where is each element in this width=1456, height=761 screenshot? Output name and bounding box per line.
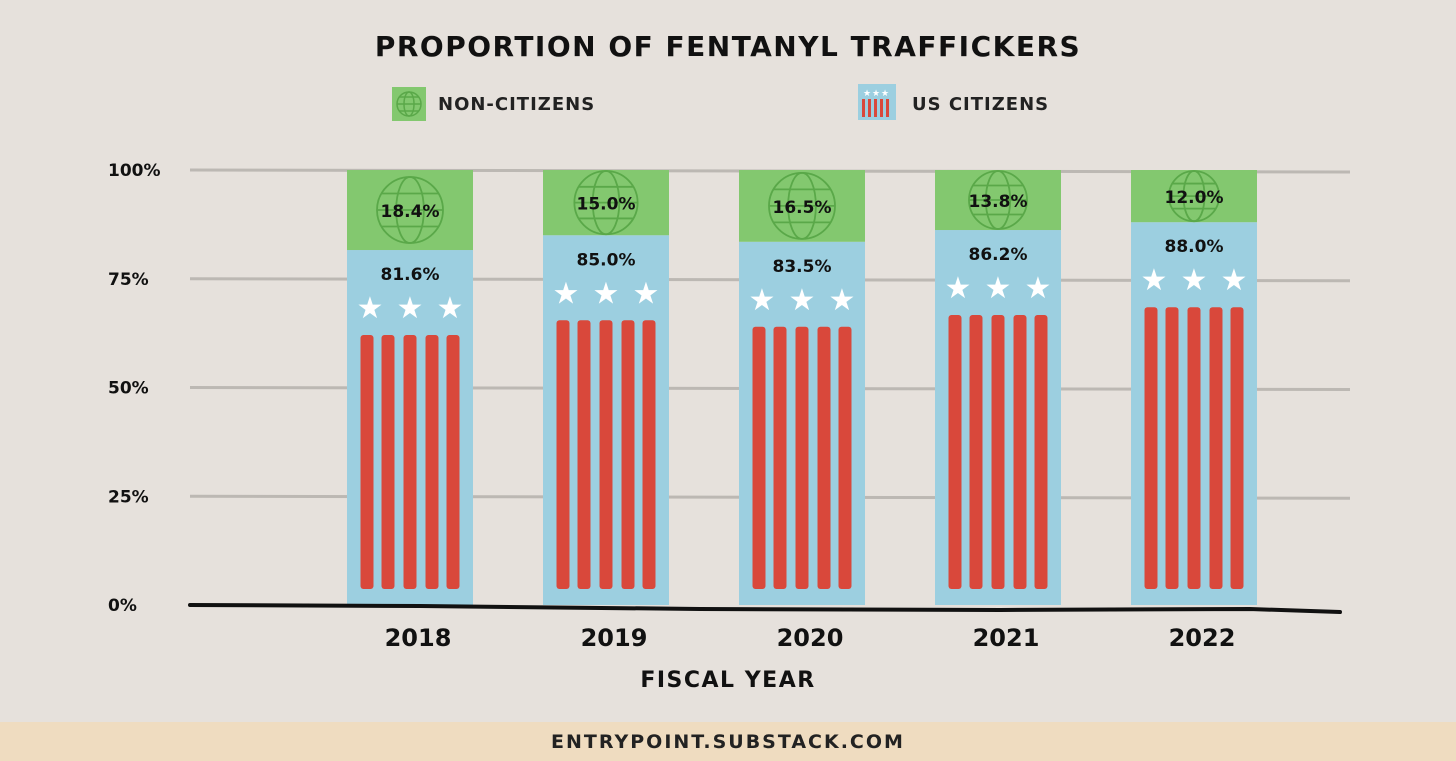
bar-group-2020: 16.5% 83.5% ★ ★ ★ bbox=[739, 170, 865, 605]
svg-text:★: ★ bbox=[881, 89, 889, 99]
flag-stripe bbox=[752, 326, 766, 589]
star-icon: ★ bbox=[829, 283, 856, 318]
globe-icon bbox=[1168, 170, 1221, 223]
flag-stripe bbox=[381, 335, 395, 589]
flag-stripe bbox=[403, 335, 417, 589]
flag-stripe bbox=[621, 320, 635, 589]
source-credit: ENTRYPOINT.SUBSTACK.COM bbox=[551, 730, 905, 753]
star-icon: ★ bbox=[633, 276, 660, 311]
star-icon: ★ bbox=[1181, 263, 1208, 298]
flag-stripe bbox=[1144, 307, 1158, 589]
star-icon: ★ bbox=[789, 283, 816, 318]
star-icon: ★ bbox=[749, 283, 776, 318]
star-icon: ★ bbox=[397, 291, 424, 326]
flag-stripe bbox=[642, 320, 656, 589]
flag-stripe bbox=[577, 320, 591, 589]
flag-stripe bbox=[838, 326, 852, 589]
star-icon: ★ bbox=[357, 291, 384, 326]
flag-stripe bbox=[1034, 315, 1048, 589]
chart: PROPORTION OF FENTANYL TRAFFICKERS NON-C… bbox=[108, 30, 1351, 693]
data-label-non-citizens: 16.5% bbox=[773, 198, 832, 218]
bar-group-2019: 15.0% 85.0% ★ ★ ★ bbox=[543, 170, 669, 605]
legend-label-us-citizens: US CITIZENS bbox=[912, 94, 1049, 115]
legend: NON-CITIZENS ★ ★ ★ US CITIZENS bbox=[392, 84, 1049, 121]
svg-text:★: ★ bbox=[863, 89, 871, 99]
data-label-us-citizens: 85.0% bbox=[577, 250, 636, 270]
y-tick-label: 25% bbox=[108, 487, 149, 507]
flag-stripe bbox=[948, 315, 962, 589]
y-tick-label: 75% bbox=[108, 270, 149, 290]
chart-title: PROPORTION OF FENTANYL TRAFFICKERS bbox=[375, 30, 1081, 63]
x-tick-label: 2018 bbox=[385, 624, 452, 652]
x-tick-label: 2020 bbox=[777, 624, 844, 652]
flag-stripe bbox=[795, 326, 809, 589]
globe-icon bbox=[396, 91, 422, 117]
flag-stripe bbox=[1187, 307, 1201, 589]
flag-stripe bbox=[773, 326, 787, 589]
x-tick-label: 2019 bbox=[581, 624, 648, 652]
flag-stripe bbox=[1013, 315, 1027, 589]
x-axis-label: FISCAL YEAR bbox=[640, 668, 815, 693]
bars: 18.4%81.6%★ ★ ★15.0%85.0%★ ★ ★16.5%83.5%★ ★ ★1… bbox=[347, 170, 1257, 606]
star-icon: ★ bbox=[553, 276, 580, 311]
x-axis-ticks: 2018 2019 2020 2021 2022 bbox=[385, 624, 1236, 652]
bar-group-2018: 18.4% 81.6% ★ ★ ★ bbox=[347, 170, 473, 606]
flag-stripe bbox=[599, 320, 613, 589]
x-tick-label: 2021 bbox=[973, 624, 1040, 652]
data-label-non-citizens: 13.8% bbox=[969, 192, 1028, 212]
data-label-non-citizens: 15.0% bbox=[577, 195, 636, 215]
star-icon: ★ bbox=[945, 271, 972, 306]
flag-stripe bbox=[1165, 307, 1179, 589]
footer: ENTRYPOINT.SUBSTACK.COM bbox=[0, 722, 1456, 761]
y-tick-label: 100% bbox=[108, 161, 161, 181]
y-axis-ticks: 0% 25% 50% 75% 100% bbox=[108, 161, 161, 616]
data-label-us-citizens: 86.2% bbox=[969, 245, 1028, 265]
globe-icon bbox=[768, 171, 836, 240]
svg-text:★: ★ bbox=[872, 89, 880, 99]
bar-group-2021: 13.8% 86.2% ★ ★ ★ bbox=[935, 170, 1061, 605]
flag-stripe bbox=[1230, 307, 1244, 589]
data-label-us-citizens: 88.0% bbox=[1165, 237, 1224, 257]
legend-item-non-citizens: NON-CITIZENS bbox=[392, 87, 595, 121]
flag-stripe bbox=[556, 320, 570, 589]
flag-stripe bbox=[991, 315, 1005, 589]
star-icon: ★ bbox=[985, 271, 1012, 306]
flag-stripe bbox=[1209, 307, 1223, 589]
flag-stripe bbox=[360, 335, 374, 589]
x-tick-label: 2022 bbox=[1169, 624, 1236, 652]
data-label-non-citizens: 12.0% bbox=[1165, 188, 1224, 208]
legend-item-us-citizens: ★ ★ ★ US CITIZENS bbox=[858, 84, 1049, 120]
star-icon: ★ bbox=[1025, 271, 1052, 306]
star-icon: ★ bbox=[593, 276, 620, 311]
x-axis-line bbox=[188, 603, 1342, 614]
star-icon: ★ bbox=[1141, 263, 1168, 298]
flag-stripe bbox=[446, 335, 460, 589]
flag-stripe bbox=[817, 326, 831, 589]
flag-stripe bbox=[969, 315, 983, 589]
legend-label-non-citizens: NON-CITIZENS bbox=[438, 94, 595, 115]
globe-icon bbox=[968, 170, 1028, 230]
y-tick-label: 50% bbox=[108, 379, 149, 399]
star-icon: ★ bbox=[1221, 263, 1248, 298]
star-icon: ★ bbox=[437, 291, 464, 326]
flag-stripe bbox=[425, 335, 439, 589]
data-label-us-citizens: 81.6% bbox=[381, 265, 440, 285]
flag-icon: ★ ★ ★ bbox=[862, 89, 889, 117]
data-label-non-citizens: 18.4% bbox=[381, 202, 440, 222]
data-label-us-citizens: 83.5% bbox=[773, 257, 832, 277]
bar-group-2022: 12.0% 88.0% ★ ★ ★ bbox=[1131, 170, 1257, 605]
globe-icon bbox=[376, 176, 444, 244]
globe-icon bbox=[573, 170, 639, 236]
y-tick-label: 0% bbox=[108, 596, 137, 616]
